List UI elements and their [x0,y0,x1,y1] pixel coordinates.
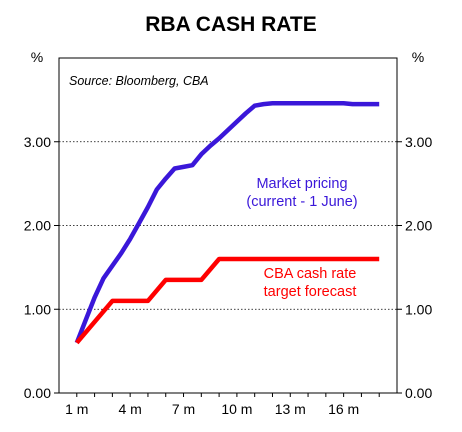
y-tick-label-right: 2.00 [405,218,432,234]
series-labels: Market pricing (current - 1 June) CBA cash… [246,176,357,300]
chart-title: RBA CASH RATE [145,13,317,36]
gridlines [59,141,397,310]
series-line-cba-forecast [75,256,380,345]
series-label: (current - 1 June) [246,194,357,210]
x-tick-label: 4 m [118,401,141,417]
x-tick-label: 1 m [65,401,88,417]
y-tick-label-right: 3.00 [405,134,432,150]
series-label: Market pricing [256,176,347,192]
y-tick-label-left: 0.00 [24,385,51,401]
x-tick-label: 10 m [221,401,252,417]
right-axis-unit: % [412,49,424,65]
x-tick-label: 13 m [275,401,306,417]
y-tick-label-right: 0.00 [405,385,432,401]
series-label: CBA cash rate [264,266,357,282]
series-lines [74,100,380,345]
y-tick-label-right: 1.00 [405,301,432,317]
axis-ticks: 0.00 0.00 1.00 1.00 2.00 2.00 3.00 3.00 1 m 4 m 7 … [24,134,433,417]
y-tick-label-left: 1.00 [24,301,51,317]
x-tick-label: 7 m [172,401,195,417]
left-axis-unit: % [31,49,43,65]
y-tick-label-left: 2.00 [24,218,51,234]
source-note: Source: Bloomberg, CBA [69,74,209,88]
y-tick-label-left: 3.00 [24,134,51,150]
series-line-market-pricing [74,100,380,344]
x-tick-label: 16 m [328,401,359,417]
series-label: target forecast [264,284,357,300]
